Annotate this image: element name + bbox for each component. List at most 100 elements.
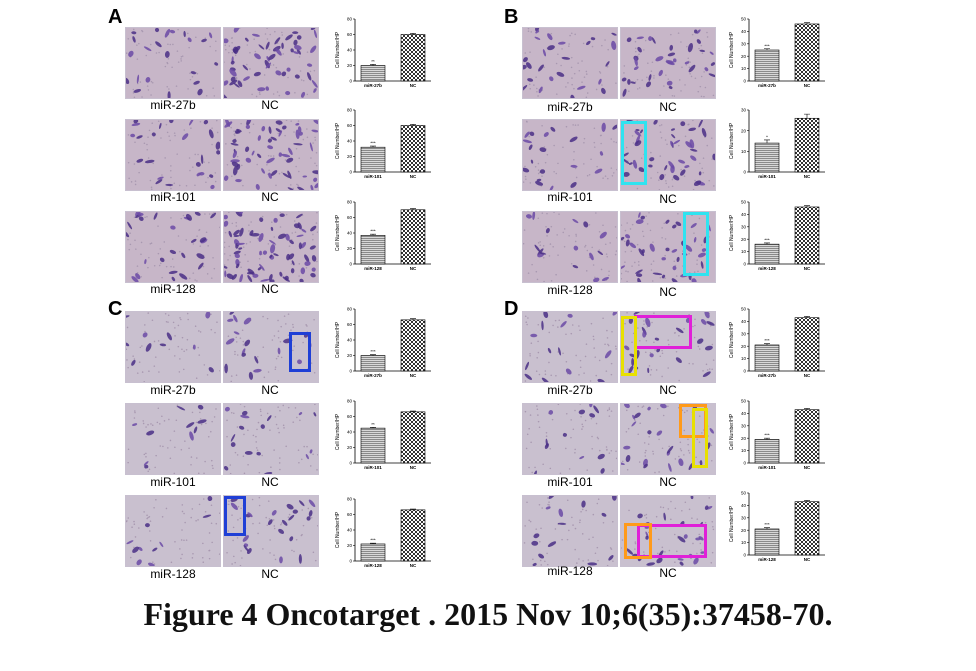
bar <box>360 65 386 82</box>
highlight-box-orange <box>624 523 652 559</box>
error-bar <box>370 427 376 429</box>
bar <box>794 206 820 265</box>
bar <box>794 117 820 173</box>
y-tick-label: 40 <box>347 139 353 144</box>
bar <box>400 319 426 372</box>
y-tick-label: 30 <box>741 108 747 113</box>
y-tick-label: 10 <box>741 149 747 154</box>
image-label: NC <box>659 475 677 489</box>
image-label: NC <box>659 383 677 397</box>
bar <box>400 411 426 464</box>
image-label: miR-128 <box>547 283 593 297</box>
image-label: NC <box>659 192 677 206</box>
micrograph-treated <box>125 495 221 567</box>
error-bar <box>764 343 770 345</box>
y-tick-label: 20 <box>347 543 353 548</box>
significance-label: *** <box>370 141 376 146</box>
error-bar <box>804 316 810 318</box>
x-tick-label: NC <box>410 266 417 271</box>
error-bar <box>764 437 770 440</box>
x-tick-label: miR-27b <box>364 373 382 378</box>
x-tick-label: miR-128 <box>758 557 776 562</box>
error-bar <box>410 208 416 210</box>
micrograph-treated <box>522 403 618 475</box>
y-tick-label: 60 <box>347 414 353 419</box>
y-tick-label: 60 <box>347 215 353 220</box>
y-tick-label: 80 <box>347 200 353 205</box>
y-tick-label: 10 <box>741 540 747 545</box>
y-tick-label: 80 <box>347 307 353 312</box>
y-tick-label: 20 <box>741 54 747 59</box>
highlight-box-cyan <box>621 121 647 185</box>
bar <box>360 146 386 173</box>
micrograph-nc <box>620 403 716 475</box>
x-tick-label: NC <box>804 83 811 88</box>
y-tick-label: 30 <box>741 224 747 229</box>
bar-chart: Cell Number/HP 0 20 40 60 80 *** miR-128 NC <box>335 495 435 575</box>
image-label: NC <box>261 383 279 397</box>
bar <box>754 439 780 464</box>
image-label: miR-101 <box>547 190 593 204</box>
image-label: NC <box>261 282 279 296</box>
significance-label: *** <box>764 43 770 48</box>
bar-chart: Cell Number/HP 0 20 40 60 80 *** miR-27b NC <box>335 305 435 385</box>
y-tick-label: 40 <box>347 528 353 533</box>
micrograph-nc <box>223 27 319 99</box>
image-label: NC <box>659 100 677 114</box>
x-tick-label: miR-101 <box>364 465 382 470</box>
error-bar <box>804 113 810 119</box>
image-label: NC <box>261 190 279 204</box>
y-tick-label: 20 <box>741 128 747 133</box>
bar <box>400 209 426 265</box>
bar <box>400 509 426 562</box>
y-tick-label: 20 <box>741 436 747 441</box>
error-bar <box>370 542 376 544</box>
y-axis-label: Cell Number/HP <box>335 413 341 450</box>
y-tick-label: 0 <box>743 461 746 466</box>
error-bar <box>410 318 416 320</box>
bar <box>754 49 780 82</box>
x-tick-label: NC <box>410 373 417 378</box>
y-tick-label: 60 <box>347 322 353 327</box>
y-tick-label: 0 <box>349 170 352 175</box>
error-bar <box>370 354 376 356</box>
y-tick-label: 40 <box>741 29 747 34</box>
micrograph-treated <box>125 211 221 283</box>
error-bar <box>410 508 416 510</box>
y-axis-label: Cell Number/HP <box>729 214 735 251</box>
bar-chart: Cell Number/HP 0 10 20 30 * miR-101 NC <box>729 106 829 186</box>
y-tick-label: 20 <box>347 353 353 358</box>
micrograph-treated <box>125 27 221 99</box>
significance-label: *** <box>764 338 770 343</box>
y-tick-label: 80 <box>347 17 353 22</box>
y-tick-label: 30 <box>741 515 747 520</box>
significance-label: *** <box>370 538 376 543</box>
micrograph-treated <box>522 495 618 567</box>
y-tick-label: 40 <box>741 503 747 508</box>
y-axis-label: Cell Number/HP <box>335 321 341 358</box>
y-tick-label: 0 <box>349 262 352 267</box>
x-tick-label: miR-27b <box>364 83 382 88</box>
x-tick-label: NC <box>804 174 811 179</box>
x-tick-label: miR-128 <box>364 266 382 271</box>
y-axis-label: Cell Number/HP <box>729 505 735 542</box>
y-tick-label: 50 <box>741 200 747 205</box>
significance-label: ** <box>371 422 375 427</box>
y-tick-label: 60 <box>347 32 353 37</box>
significance-label: ** <box>371 59 375 64</box>
y-tick-label: 40 <box>741 212 747 217</box>
y-tick-label: 80 <box>347 497 353 502</box>
bar <box>754 344 780 372</box>
bar <box>754 243 780 265</box>
image-label: miR-128 <box>150 282 196 296</box>
x-tick-label: NC <box>804 465 811 470</box>
bar <box>360 543 386 562</box>
y-tick-label: 40 <box>347 338 353 343</box>
y-tick-label: 0 <box>743 170 746 175</box>
x-tick-label: miR-101 <box>364 174 382 179</box>
highlight-box-blue <box>289 332 311 372</box>
image-label: miR-128 <box>150 567 196 581</box>
y-tick-label: 10 <box>741 356 747 361</box>
y-tick-label: 0 <box>743 262 746 267</box>
x-tick-label: NC <box>410 83 417 88</box>
